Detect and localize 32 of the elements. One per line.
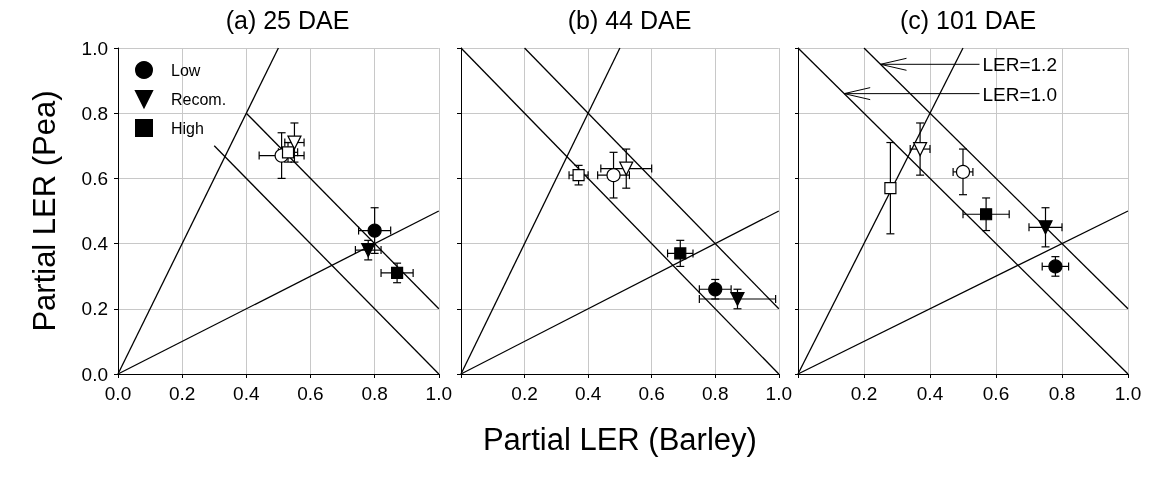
x-tick-label: 1.0 bbox=[425, 383, 452, 404]
x-tick-label: 0.2 bbox=[511, 383, 538, 404]
y-tick-label: 0.0 bbox=[81, 363, 108, 385]
x-tick-label: 0.6 bbox=[297, 383, 324, 404]
x-tick-label: 0.8 bbox=[1048, 383, 1076, 404]
y-tick-label: 0.4 bbox=[81, 233, 109, 255]
x-tick-label: 0.4 bbox=[916, 383, 944, 404]
x-tick-label: 0.8 bbox=[361, 383, 388, 404]
y-axis-title: Partial LER (Pea) bbox=[27, 90, 62, 332]
x-tick-label: 0.2 bbox=[850, 383, 878, 404]
y-tick-label: 0.6 bbox=[81, 167, 108, 189]
x-tick-label: 0.2 bbox=[168, 383, 196, 404]
chart-title: (c) 101 DAE bbox=[899, 5, 1037, 34]
legend-label: High bbox=[171, 119, 204, 137]
x-tick-label: 1.0 bbox=[1114, 383, 1142, 404]
y-tick-label: 0.8 bbox=[81, 102, 108, 124]
legend-label: Low bbox=[171, 61, 201, 79]
x-tick-label: 0.8 bbox=[702, 383, 729, 404]
annotation: LER=1.2 bbox=[982, 54, 1057, 76]
chart-title: (a) 25 DAE bbox=[225, 5, 350, 34]
legend-label: Recom. bbox=[171, 90, 227, 108]
y-tick-label: 0.2 bbox=[81, 298, 108, 320]
x-axis-title: Partial LER (Barley) bbox=[482, 422, 757, 457]
x-tick-label: 0.4 bbox=[574, 383, 602, 404]
x-tick-label: 0.4 bbox=[233, 383, 260, 404]
x-tick-label: 0.6 bbox=[982, 383, 1010, 404]
x-tick-label: 0.0 bbox=[104, 383, 132, 404]
annotation: LER=1.0 bbox=[982, 83, 1057, 105]
x-tick-label: 0.6 bbox=[638, 383, 665, 404]
chart-title: (b) 44 DAE bbox=[567, 5, 692, 34]
x-tick-label: 1.0 bbox=[765, 383, 792, 404]
y-tick-label: 1.0 bbox=[81, 37, 108, 59]
